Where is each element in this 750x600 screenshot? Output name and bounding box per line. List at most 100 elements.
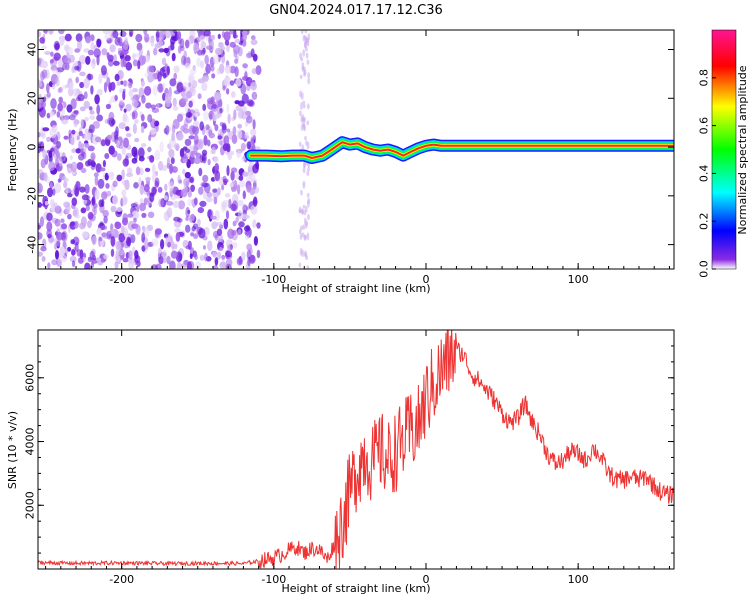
noise-speck [110, 248, 115, 257]
noise-speck [167, 45, 175, 51]
noise-speck [306, 103, 310, 110]
noise-speck [161, 57, 167, 66]
noise-speck [98, 237, 103, 242]
noise-speck [40, 60, 49, 69]
noise-speck [159, 141, 164, 153]
noise-speck [38, 31, 42, 38]
colorbar-tick-label: 0.2 [698, 212, 711, 230]
noise-speck [154, 120, 160, 127]
noise-speck [84, 143, 90, 149]
noise-speck [176, 132, 184, 141]
noise-speck [100, 65, 107, 76]
noise-speck [190, 150, 195, 158]
noise-speck [219, 107, 223, 114]
noise-speck [168, 148, 175, 159]
noise-speck [226, 103, 230, 114]
noise-speck [123, 137, 129, 149]
noise-speck [170, 35, 177, 41]
x-tick-label: -100 [261, 573, 286, 586]
noise-speck [207, 99, 214, 110]
noise-speck [81, 231, 89, 239]
noise-speck [197, 207, 204, 214]
noise-speck [74, 61, 78, 68]
noise-speck [65, 188, 69, 195]
noise-speck [180, 125, 186, 132]
noise-speck [133, 217, 137, 223]
noise-speck [116, 174, 123, 182]
noise-speck [222, 85, 226, 91]
noise-speck [242, 63, 248, 69]
noise-speck [126, 172, 134, 177]
noise-speck [58, 86, 63, 93]
noise-speck [185, 224, 191, 233]
noise-speck [233, 49, 238, 58]
noise-speck [77, 94, 85, 102]
noise-speck [90, 159, 96, 171]
noise-speck [38, 224, 42, 229]
noise-speck [81, 194, 89, 201]
spectrogram-heatmap [38, 30, 674, 269]
noise-speck [110, 236, 116, 247]
noise-speck [141, 55, 146, 65]
noise-speck [74, 48, 80, 53]
noise-speck [94, 94, 100, 105]
noise-speck [139, 202, 146, 212]
noise-speck [254, 161, 259, 169]
noise-speck [118, 122, 126, 130]
noise-speck [199, 200, 207, 207]
y-tick-label: 6000 [24, 364, 37, 392]
noise-speck [134, 250, 139, 259]
noise-speck [177, 45, 182, 54]
noise-speck [79, 81, 85, 89]
noise-speck [90, 85, 94, 95]
noise-speck [304, 36, 308, 44]
noise-speck [165, 125, 172, 133]
noise-speck [46, 136, 51, 142]
x-tick-label: 100 [568, 573, 589, 586]
noise-speck [59, 254, 68, 263]
noise-speck [238, 109, 245, 119]
noise-speck [93, 48, 101, 58]
noise-speck [74, 186, 80, 197]
noise-speck [94, 175, 99, 186]
noise-speck [242, 135, 250, 140]
noise-speck [77, 39, 82, 51]
noise-speck [70, 161, 78, 173]
noise-speck [169, 260, 176, 269]
noise-speck [48, 30, 54, 35]
noise-speck [58, 157, 63, 167]
noise-speck [42, 96, 47, 103]
noise-speck [176, 31, 182, 40]
noise-speck [107, 171, 115, 177]
noise-speck [234, 100, 240, 105]
noise-speck [82, 147, 87, 153]
noise-speck [122, 217, 128, 226]
snr-series-line [38, 330, 674, 569]
noise-speck [165, 125, 170, 136]
noise-speck [251, 68, 257, 75]
noise-speck [124, 37, 129, 45]
noise-speck [58, 96, 63, 104]
noise-speck [190, 232, 195, 237]
noise-speck [180, 55, 187, 66]
noise-speck [87, 220, 92, 229]
noise-speck [134, 119, 139, 124]
noise-speck [188, 75, 194, 84]
noise-speck [217, 135, 223, 140]
noise-speck [188, 177, 194, 183]
noise-speck [125, 126, 130, 132]
noise-speck [224, 193, 231, 198]
noise-speck [40, 158, 46, 169]
noise-speck [79, 186, 86, 193]
signal-band-core [250, 141, 674, 159]
noise-speck [221, 53, 226, 64]
noise-speck [56, 111, 61, 118]
noise-speck [166, 207, 173, 218]
noise-speck [112, 180, 118, 188]
noise-speck [74, 241, 79, 252]
noise-speck [79, 71, 86, 77]
noise-speck [234, 38, 241, 44]
noise-speck [203, 245, 206, 250]
